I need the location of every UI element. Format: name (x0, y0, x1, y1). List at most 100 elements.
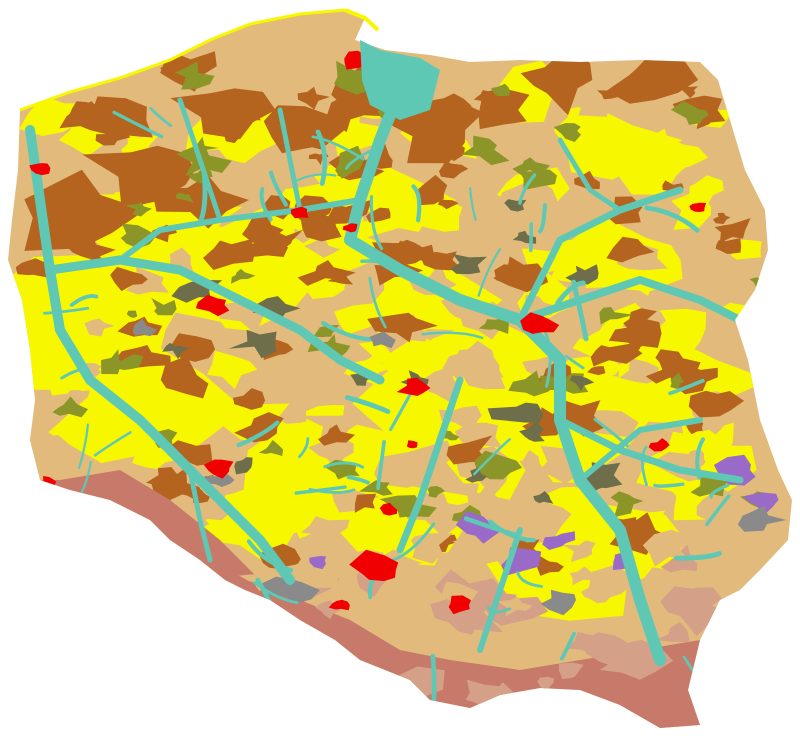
tributary-river (477, 248, 502, 297)
brda-river (277, 107, 303, 213)
brown-soil-patch (715, 238, 742, 254)
brown-soil-patch (655, 349, 701, 378)
foothill-soil-patch (441, 581, 478, 604)
grey-soil-patch (737, 505, 787, 532)
brown-soil-patch (231, 234, 288, 257)
brown-soil-patch (354, 493, 377, 513)
foothill-soil-patch (296, 537, 315, 550)
tributary-river (69, 294, 99, 307)
olive-soil-patch (359, 480, 393, 496)
light-brown-soil-patch (304, 236, 341, 258)
dark-olive-soil-patch (487, 402, 544, 423)
tributary-river (593, 417, 629, 448)
tributary-river (543, 329, 552, 388)
olive-soil-patch (610, 491, 644, 518)
foothill-soil-patch (569, 566, 591, 586)
brown-soil-patch (714, 218, 751, 243)
tributary-river (486, 606, 512, 614)
tributary-river (253, 581, 299, 605)
brown-soil-patch (423, 112, 460, 137)
brown-soil-patch (367, 312, 438, 343)
brown-soil-patch (242, 209, 284, 252)
mountain-salmon-patch (314, 600, 341, 620)
brown-soil-patch (95, 130, 131, 146)
brown-soil-patch (597, 88, 621, 100)
grey-soil-patch (259, 576, 320, 605)
tributary-river (469, 187, 477, 222)
mountain-salmon-patch (559, 662, 584, 679)
olive-soil-patch (508, 370, 556, 397)
brown-soil-patch (297, 260, 356, 286)
olive-soil-patch (111, 354, 144, 370)
olive-soil-patch (690, 475, 729, 497)
lublin-urban (648, 438, 670, 452)
olive-soil-patch (553, 123, 581, 142)
brown-soil-patch (325, 94, 365, 133)
nysa-river (187, 467, 213, 563)
brown-soil-patch (587, 366, 606, 376)
brown-soil-patch (59, 101, 109, 135)
tributary-river (197, 172, 208, 226)
dark-olive-soil-patch (519, 421, 545, 442)
olive-soil-patch (52, 396, 89, 418)
brown-soil-patch (15, 258, 53, 278)
light-brown-soil-patch (374, 451, 428, 488)
olive-soil-patch (176, 146, 232, 177)
brown-soil-patch (417, 174, 448, 206)
light-brown-soil-patch (243, 157, 293, 201)
tributary-river (295, 173, 337, 182)
rzeszow-urban (406, 440, 418, 449)
mountain-salmon-patch (660, 586, 718, 637)
tributary-river (516, 571, 543, 588)
dark-olive-soil-patch (228, 329, 277, 359)
grey-soil-patch (540, 589, 576, 616)
tributary-river (259, 187, 273, 222)
brown-soil-patch (590, 343, 643, 367)
brown-soil-patch (160, 355, 209, 399)
olive-soil-patch (188, 167, 213, 184)
brown-soil-patch (215, 125, 244, 144)
olive-soil-patch (599, 307, 634, 325)
brown-soil-patch (234, 412, 284, 443)
purple-soil-patch (542, 531, 576, 550)
torun-urban (342, 223, 358, 233)
opole-urban (379, 502, 398, 516)
yellow-soil-patch (668, 431, 691, 449)
tributary-river (538, 203, 547, 234)
olive-soil-patch (126, 310, 138, 318)
olive-soil-patch (670, 372, 685, 390)
tributary-river (653, 482, 685, 488)
baltic-coastline (19, 8, 346, 112)
tributary-river (411, 184, 422, 223)
dark-olive-soil-patch (533, 491, 554, 504)
yellow-soil-patch (207, 350, 258, 390)
pomeranian-river (177, 97, 223, 223)
wroclaw-urban (203, 459, 234, 479)
krakow-urban (448, 595, 471, 615)
yellow-soil-patch (125, 383, 164, 412)
tributary-river (376, 439, 386, 491)
tributary-river (565, 354, 585, 370)
olive-soil-patch (258, 440, 284, 456)
oder-river (25, 125, 295, 585)
brown-soil-patch (165, 440, 213, 466)
tributary-river (473, 438, 511, 476)
tributary-river (368, 276, 387, 329)
brown-soil-patch (438, 199, 459, 210)
yellow-soil-zone (553, 112, 683, 180)
brown-soil-zone (24, 169, 146, 251)
light-brown-soil-patch (406, 492, 482, 538)
pilica-river (396, 376, 464, 554)
olive-soil-patch (151, 298, 177, 316)
brown-soil-patch (535, 554, 564, 576)
brown-soil-patch (65, 230, 116, 259)
tributary-river (93, 431, 132, 457)
poznan-urban (195, 294, 230, 317)
dark-olive-soil-patch (350, 369, 374, 386)
tributary-river (668, 378, 705, 396)
brown-soil-patch (317, 424, 356, 446)
olive-soil-patch (175, 192, 194, 203)
olive-soil-patch (379, 495, 420, 518)
light-brown-soil-patch (308, 435, 354, 469)
